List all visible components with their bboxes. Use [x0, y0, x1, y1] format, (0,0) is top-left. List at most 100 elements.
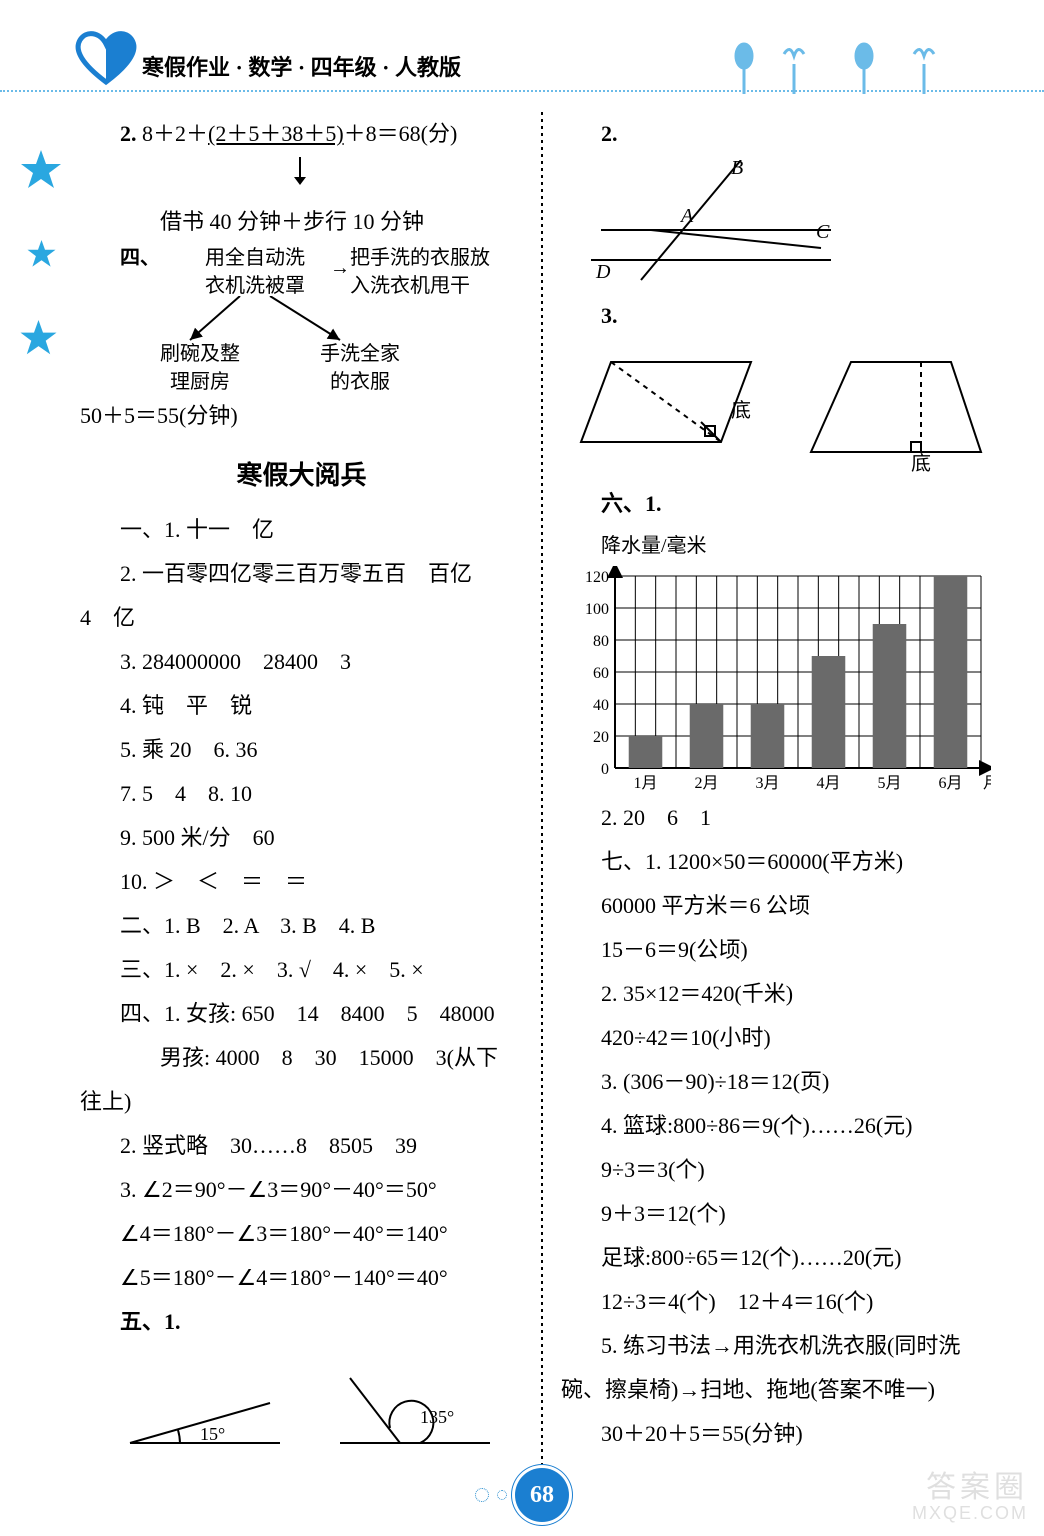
svg-text:20: 20 [593, 729, 609, 746]
svg-text:A: A [679, 205, 694, 227]
q2-part1: 8＋2＋ [142, 121, 208, 146]
ans-2: 二、1. B 2. A 3. B 4. B [80, 904, 523, 948]
svg-text:40: 40 [593, 697, 609, 714]
q7a: 七、1. 1200×50＝60000(平方米) [561, 840, 1004, 884]
ans-4-e2: 2. 竖式略 30……8 8505 39 [80, 1124, 523, 1168]
flow-bot-left-b: 理厨房 [140, 368, 260, 396]
arrow-right-icon: → [330, 244, 350, 300]
svg-text:C: C [816, 221, 830, 243]
line-2-expr: 2. 8＋2＋(2＋5＋38＋5)＋8＝68(分) [80, 112, 523, 156]
header-divider [0, 90, 1044, 92]
chart-ylabel: 降水量/毫米 [601, 526, 1004, 566]
q2-underline: (2＋5＋38＋5) [208, 121, 344, 146]
ans-4-1: 四、1. 女孩: 650 14 8400 5 48000 [80, 992, 523, 1036]
q2a: 2. 35×12＝420(千米) [561, 972, 1004, 1016]
ans-4-f3c: ∠5＝180°－∠4＝180°－140°＝40° [80, 1256, 523, 1300]
ans-1-2b: 4 亿 [80, 596, 523, 640]
svg-text:1月: 1月 [633, 775, 657, 792]
footer-dot-icon [475, 1488, 489, 1502]
ans-1-3: 3. 284000000 28400 3 [80, 640, 523, 684]
r-t2: 2. 20 6 1 [561, 796, 1004, 840]
svg-text:底: 底 [911, 452, 931, 472]
section-four-label: 四、 [120, 244, 180, 300]
lines-abcd-diagram: B A C D [581, 160, 861, 290]
line-borrow: 借书 40 分钟＋步行 10 分钟 [80, 200, 523, 244]
right-column: 2. B A C D 3. 底 [543, 112, 1004, 1476]
flow-diagram: 四、 用全自动洗 衣机洗被罩 → 把手洗的衣服放 入洗衣机甩干 刷碗及整 [120, 244, 523, 394]
content-area: 2. 8＋2＋(2＋5＋38＋5)＋8＝68(分) 借书 40 分钟＋步行 10… [80, 112, 1004, 1476]
ans-4-3: 往上) [80, 1080, 523, 1124]
rainfall-chart: 降水量/毫米 0 20 40 60 80 100 120 1月 2月 3月 4月 5月 6月 月份 [571, 526, 1004, 796]
r-3-label: 3. [561, 294, 1004, 338]
q2b: 420÷42＝10(小时) [561, 1016, 1004, 1060]
ans-1-7: 7. 5 4 8. 10 [80, 772, 523, 816]
left-column: 2. 8＋2＋(2＋5＋38＋5)＋8＝68(分) 借书 40 分钟＋步行 10… [80, 112, 541, 1476]
header-title: 寒假作业 · 数学 · 四年级 · 人教版 [142, 50, 461, 82]
angle-135-label: 135° [420, 1407, 454, 1427]
q3: 3. (306－90)÷18＝12(页) [561, 1060, 1004, 1104]
q7c: 15－6＝9(公顷) [561, 928, 1004, 972]
q4a: 4. 篮球:800÷86＝9(个)……26(元) [561, 1104, 1004, 1148]
heart-icon [72, 28, 140, 86]
ans-4-2: 男孩: 4000 8 30 15000 3(从下 [80, 1036, 523, 1080]
q2-label: 2. [120, 121, 142, 146]
svg-text:60: 60 [593, 665, 609, 682]
q4b: 9÷3＝3(个) [561, 1148, 1004, 1192]
q2-part2: ＋8＝68(分) [344, 121, 458, 146]
ans-1-4: 4. 钝 平 锐 [80, 684, 523, 728]
svg-text:80: 80 [593, 633, 609, 650]
svg-text:5月: 5月 [877, 775, 901, 792]
svg-text:6月: 6月 [938, 775, 962, 792]
ans-1-9: 9. 500 米/分 60 [80, 816, 523, 860]
q4e: 12÷3＝4(个) 12＋4＝16(个) [561, 1280, 1004, 1324]
svg-text:120: 120 [585, 569, 609, 586]
ans-1-10: 10. ＞ ＜ ＝ ＝ [80, 860, 523, 904]
r-2-label: 2. [561, 112, 1004, 156]
q5a: 5. 练习书法→用洗衣机洗衣服(同时洗 [561, 1324, 1004, 1368]
svg-text:月份: 月份 [983, 774, 991, 792]
page-header: 寒假作业 · 数学 · 四年级 · 人教版 [72, 28, 1004, 98]
watermark: 答案圈 MXQE.COM [912, 1471, 1028, 1524]
ans-3: 三、1. × 2. × 3. √ 4. × 5. × [80, 948, 523, 992]
flow-bot-left-a: 刷碗及整 [140, 340, 260, 368]
footer-dot-icon [497, 1490, 507, 1500]
svg-text:100: 100 [585, 601, 609, 618]
q4c: 9＋3＝12(个) [561, 1192, 1004, 1236]
page-footer: 68 [0, 1468, 1044, 1522]
svg-text:4月: 4月 [816, 775, 840, 792]
line-55min: 50＋5＝55(分钟) [80, 394, 523, 438]
down-arrow-icon [290, 157, 310, 185]
q5b: 碗、擦桌椅)→扫地、拖地(答案不唯一) [561, 1368, 1004, 1412]
q7b: 60000 平方米＝6 公顷 [561, 884, 1004, 928]
flow-top-mid-a: 用全自动洗 [180, 244, 330, 272]
flow-arrows-icon [180, 296, 440, 346]
q4d: 足球:800÷65＝12(个)……20(元) [561, 1236, 1004, 1280]
svg-text:B: B [731, 160, 743, 179]
svg-text:3月: 3月 [755, 775, 779, 792]
angles-diagram: 15° 135° [120, 1348, 500, 1458]
page-number-badge: 68 [515, 1468, 569, 1522]
flow-bot-right-b: 的衣服 [300, 368, 420, 396]
ans-1-2: 2. 一百零四亿零三百万零五百 百亿 [80, 552, 523, 596]
stars-icon [16, 150, 66, 410]
chart-svg: 0 20 40 60 80 100 120 1月 2月 3月 4月 5月 6月 月份 [571, 566, 991, 796]
section-6-label: 六、1. [561, 482, 1004, 526]
watermark-line1: 答案圈 [912, 1471, 1028, 1504]
ans-4-f3a: 3. ∠2＝90°－∠3＝90°－40°＝50° [80, 1168, 523, 1212]
plants-icon [724, 36, 984, 96]
svg-text:底: 底 [731, 399, 751, 422]
ans-1-1: 一、1. 十一 亿 [80, 508, 523, 552]
watermark-line2: MXQE.COM [912, 1504, 1028, 1524]
ans-4-f3b: ∠4＝180°－∠3＝180°－40°＝140° [80, 1212, 523, 1256]
angle-15-label: 15° [200, 1424, 225, 1444]
ans-5-label: 五、1. [80, 1300, 523, 1344]
flow-top-right-a: 把手洗的衣服放 [350, 244, 530, 272]
flow-bot-right-a: 手洗全家 [300, 340, 420, 368]
q5c: 30＋20＋5＝55(分钟) [561, 1412, 1004, 1456]
svg-text:0: 0 [601, 761, 609, 778]
parallelogram-trapezoid-diagram: 底 底 [571, 342, 991, 472]
svg-text:2月: 2月 [694, 775, 718, 792]
svg-text:D: D [595, 261, 611, 283]
ans-1-5: 5. 乘 20 6. 36 [80, 728, 523, 772]
section-title: 寒假大阅兵 [80, 438, 523, 508]
